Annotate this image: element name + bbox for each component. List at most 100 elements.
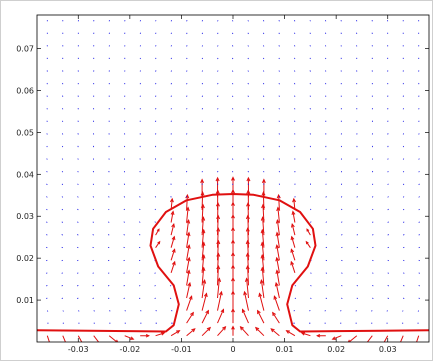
- vector-arrow: [403, 298, 404, 299]
- vector-arrow: [62, 159, 63, 160]
- vector-arrow: [248, 108, 249, 109]
- vector-arrow: [218, 33, 219, 34]
- vector-arrow: [218, 96, 219, 97]
- vector-arrow: [77, 298, 78, 299]
- vector-arrow: [218, 121, 219, 122]
- vector-arrow: [419, 159, 420, 160]
- vector-arrow: [326, 196, 327, 197]
- vector-arrow: [263, 20, 264, 21]
- vector-arrow: [46, 247, 47, 248]
- vector-arrow: [357, 273, 358, 274]
- vector-arrow: [326, 209, 327, 210]
- y-tick-label: 0.07: [16, 45, 34, 54]
- vector-arrow: [218, 83, 219, 84]
- x-tick-label: -0.03: [68, 345, 89, 354]
- vector-arrow: [372, 285, 373, 286]
- vector-arrow: [419, 273, 420, 274]
- vector-arrow: [372, 171, 373, 172]
- vector-arrow: [155, 273, 156, 274]
- vector-arrow: [341, 196, 342, 197]
- vector-arrow: [63, 311, 64, 312]
- vector-arrow: [202, 58, 203, 59]
- vector-arrow: [62, 247, 63, 248]
- vector-arrow: [139, 260, 140, 261]
- vector-arrow: [341, 273, 342, 274]
- vector-arrow: [372, 222, 373, 223]
- vector-arrow: [418, 311, 419, 312]
- vector-arrow: [388, 298, 389, 299]
- vector-arrow: [187, 45, 188, 46]
- vector-arrow: [388, 235, 389, 236]
- vector-arrow: [263, 108, 264, 109]
- vector-arrow: [218, 159, 219, 160]
- vector-arrow: [108, 285, 109, 286]
- vector-arrow: [109, 311, 110, 312]
- vector-arrow: [341, 260, 342, 261]
- vector-arrow: [403, 146, 404, 147]
- vector-arrow: [248, 58, 249, 59]
- vector-arrow: [248, 171, 249, 172]
- vector-arrow: [403, 285, 404, 286]
- vector-arrow: [93, 273, 94, 274]
- y-tick-label: 0.05: [16, 128, 34, 137]
- vector-arrow: [187, 33, 188, 34]
- vector-arrow: [93, 235, 94, 236]
- vector-arrow: [93, 209, 94, 210]
- vector-arrow: [109, 171, 110, 172]
- vector-arrow: [403, 247, 404, 248]
- vector-arrow: [202, 33, 203, 34]
- vector-arrow: [62, 298, 63, 299]
- vector-arrow: [294, 20, 295, 21]
- vector-arrow: [108, 273, 109, 274]
- vector-arrow: [248, 45, 249, 46]
- vector-arrow: [62, 235, 63, 236]
- vector-arrow: [388, 159, 389, 160]
- y-tick-label: 0.06: [16, 86, 34, 95]
- vector-arrow: [124, 260, 125, 261]
- x-tick-label: 0: [230, 345, 235, 354]
- vector-arrow: [419, 247, 420, 248]
- vector-arrow: [93, 222, 94, 223]
- vector-arrow: [124, 235, 125, 236]
- vector-arrow: [419, 222, 420, 223]
- vector-arrow: [139, 273, 140, 274]
- vector-arrow: [372, 184, 373, 185]
- vector-arrow: [77, 247, 78, 248]
- vector-arrow: [187, 58, 188, 59]
- vector-arrow: [140, 209, 141, 210]
- vector-arrow: [388, 273, 389, 274]
- vector-arrow: [341, 247, 342, 248]
- vector-arrow: [47, 311, 48, 312]
- vector-arrow: [62, 273, 63, 274]
- vector-arrow: [372, 247, 373, 248]
- vector-arrow: [388, 247, 389, 248]
- vector-arrow: [279, 45, 280, 46]
- vector-arrow: [263, 33, 264, 34]
- vector-arrow: [218, 20, 219, 21]
- vector-arrow: [326, 273, 327, 274]
- vector-arrow: [356, 311, 357, 312]
- vector-arrow: [295, 298, 296, 299]
- vector-arrow: [124, 285, 125, 286]
- vector-arrow: [403, 235, 404, 236]
- vector-arrow: [419, 146, 420, 147]
- vector-arrow: [419, 209, 420, 210]
- vector-arrow: [218, 58, 219, 59]
- vector-arrow: [357, 209, 358, 210]
- vector-arrow: [248, 121, 249, 122]
- vector-arrow: [248, 20, 249, 21]
- vector-arrow: [108, 235, 109, 236]
- y-tick-label: 0.01: [16, 296, 34, 305]
- vector-arrow: [187, 20, 188, 21]
- vector-arrow: [46, 298, 47, 299]
- vector-arrow: [94, 311, 95, 312]
- vector-arrow: [78, 311, 79, 312]
- vector-arrow: [93, 247, 94, 248]
- vector-arrow: [279, 20, 280, 21]
- vector-arrow: [341, 285, 342, 286]
- vector-arrow: [155, 298, 156, 299]
- vector-arrow: [403, 159, 404, 160]
- vector-arrow: [47, 159, 48, 160]
- vector-arrow: [388, 171, 389, 172]
